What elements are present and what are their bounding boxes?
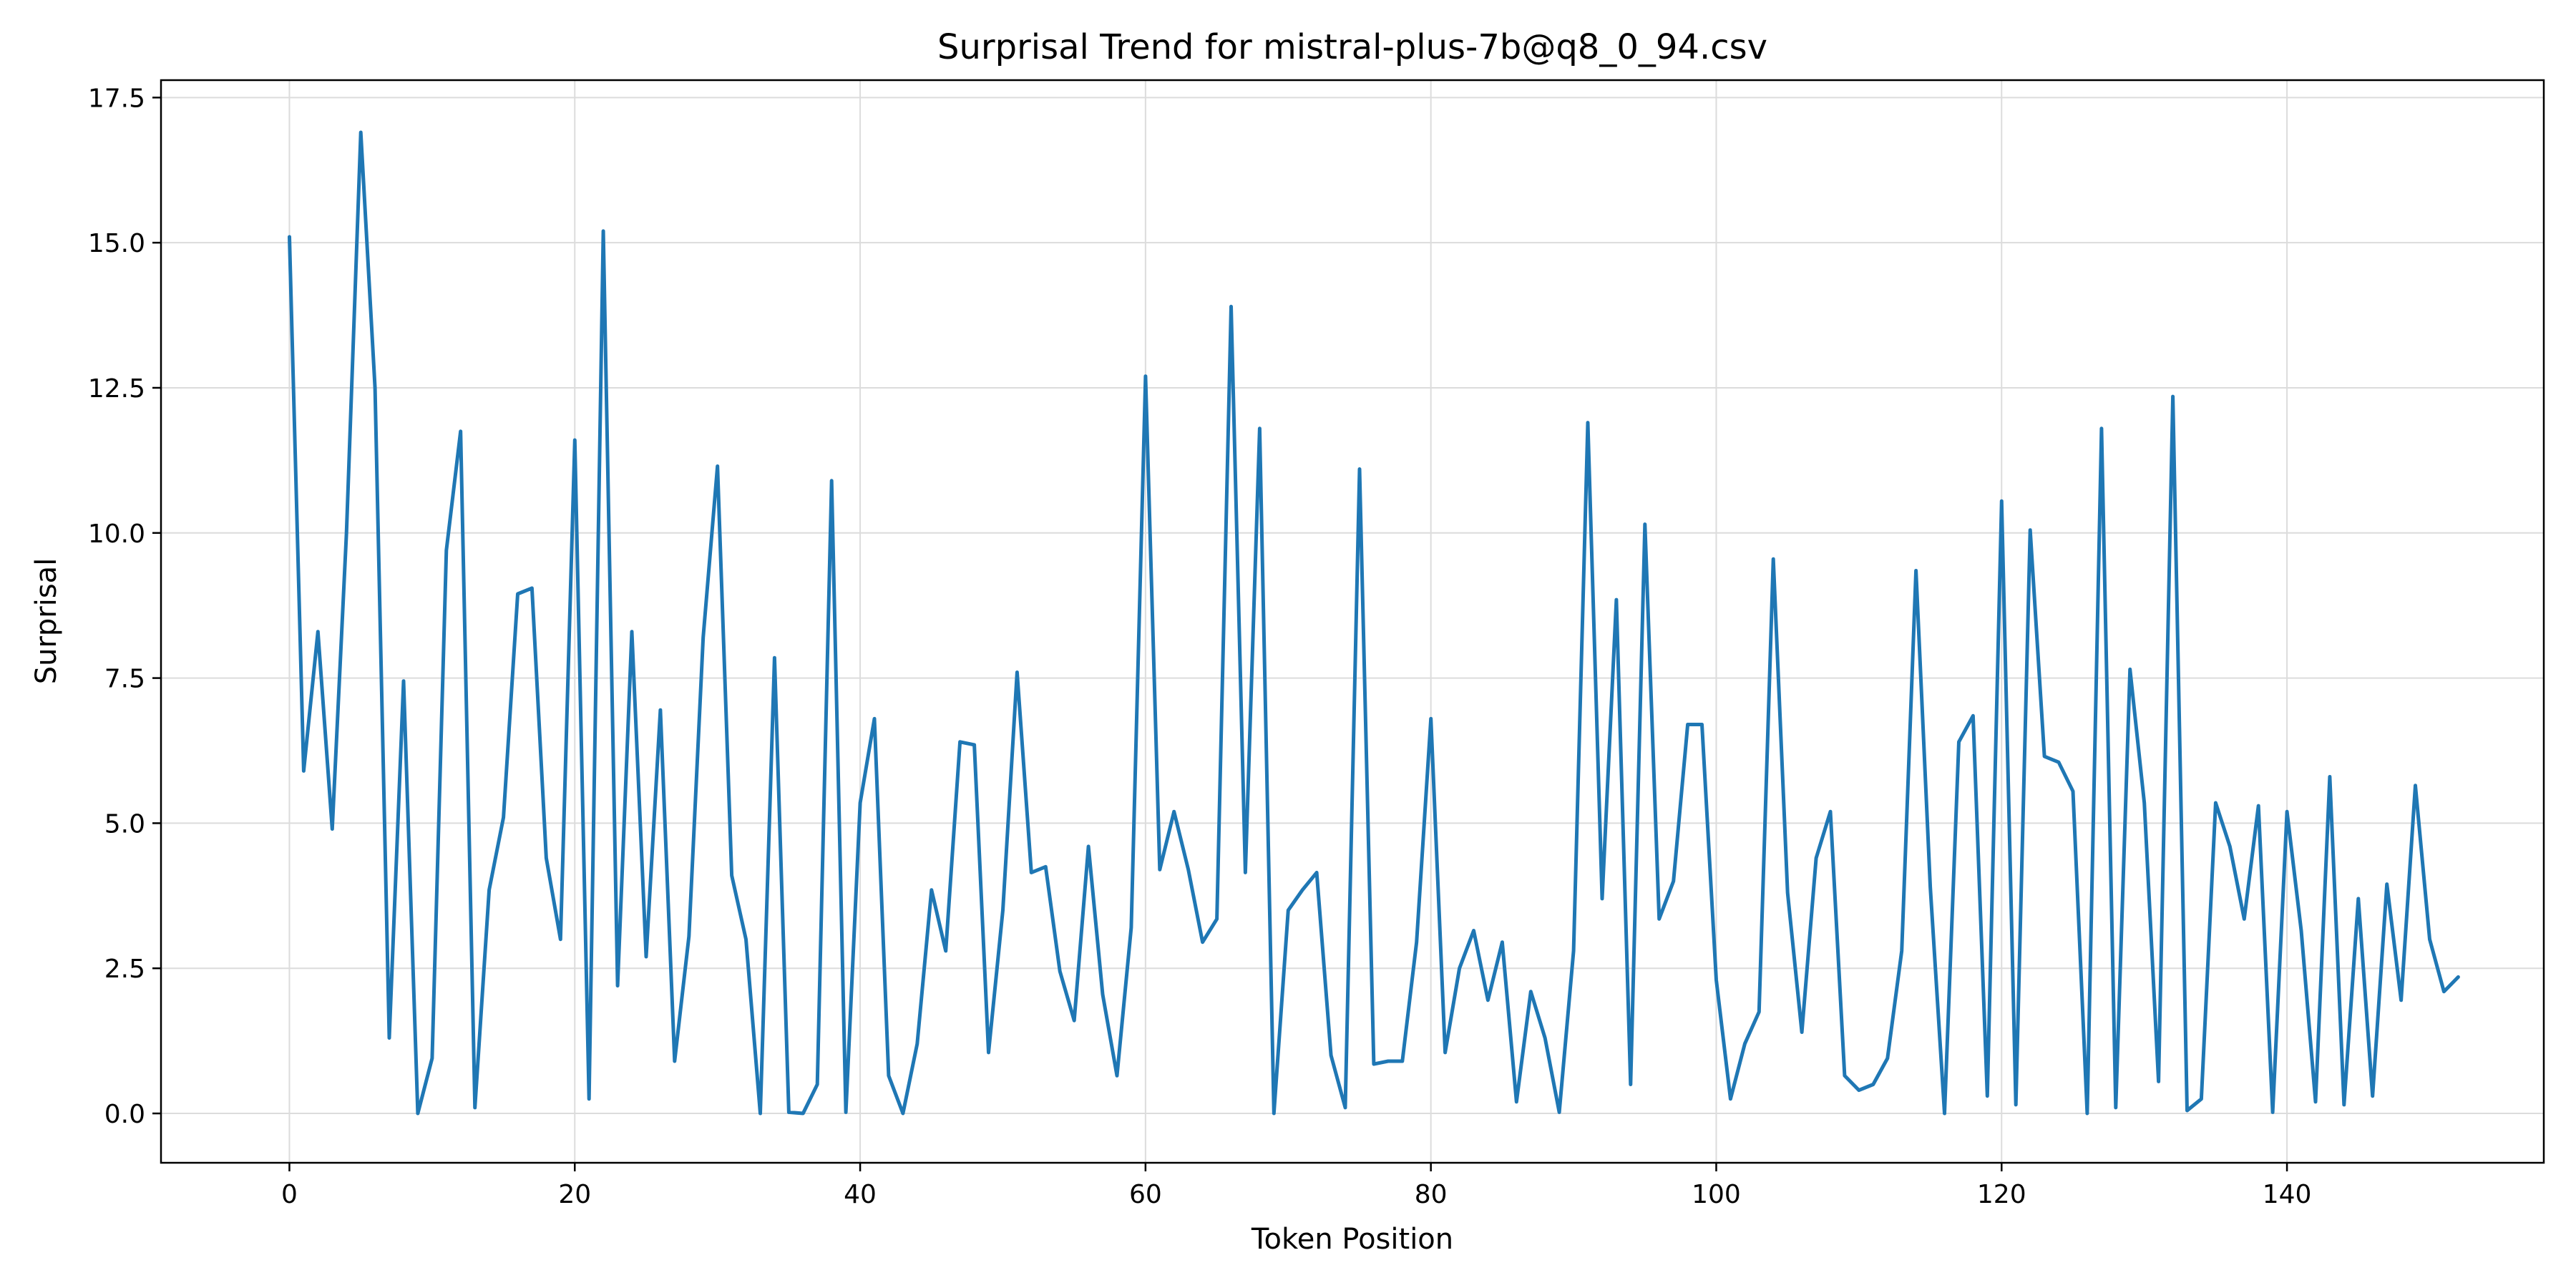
surprisal-series-line xyxy=(288,130,2460,1116)
y-tick-label: 2.5 xyxy=(104,955,145,984)
y-axis-label: Surprisal xyxy=(30,558,63,685)
y-tick-label: 10.0 xyxy=(88,519,145,549)
plot-area xyxy=(288,130,2460,1116)
x-tick-label: 20 xyxy=(558,1180,591,1209)
y-tick-label: 7.5 xyxy=(104,665,145,694)
x-tick-label: 140 xyxy=(2263,1180,2312,1209)
y-axis-ticks: 0.0 2.5 5.0 7.5 10.0 12.5 15.0 17.5 xyxy=(88,84,161,1129)
x-tick-label: 60 xyxy=(1129,1180,1162,1209)
y-tick-label: 12.5 xyxy=(88,374,145,404)
x-axis-ticks: 0 20 40 60 80 100 120 140 xyxy=(281,1163,2311,1209)
y-tick-label: 15.0 xyxy=(88,229,145,258)
x-tick-label: 80 xyxy=(1415,1180,1448,1209)
x-tick-label: 0 xyxy=(281,1180,298,1209)
x-tick-label: 100 xyxy=(1692,1180,1741,1209)
x-axis-label: Token Position xyxy=(1251,1223,1453,1256)
chart-title: Surprisal Trend for mistral-plus-7b@q8_0… xyxy=(937,27,1767,67)
y-tick-label: 17.5 xyxy=(88,84,145,113)
grid-lines xyxy=(161,80,2544,1163)
y-tick-label: 0.0 xyxy=(104,1100,145,1129)
axes-frame xyxy=(160,79,2545,1164)
x-tick-label: 120 xyxy=(1977,1180,2026,1209)
x-tick-label: 40 xyxy=(844,1180,877,1209)
y-tick-label: 5.0 xyxy=(104,809,145,839)
